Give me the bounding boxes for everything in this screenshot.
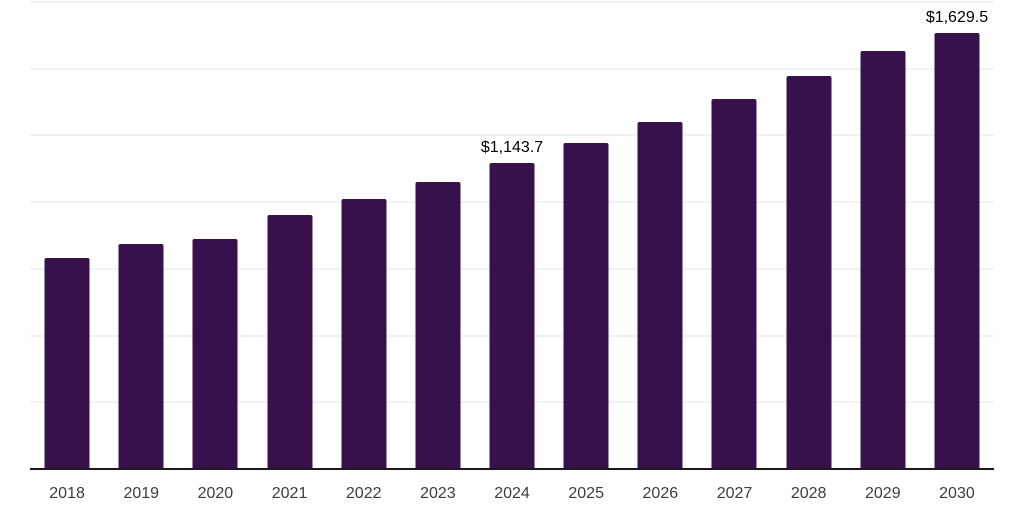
bar-slot: [252, 0, 326, 468]
bar-slot: $1,629.5: [920, 0, 994, 468]
bar-2027: [711, 98, 757, 468]
bar-2030: [934, 33, 980, 468]
x-axis-tick-label: 2027: [716, 485, 753, 502]
bar-2021: [267, 214, 313, 468]
bar-2028: [786, 75, 832, 468]
x-axis-tick-label: 2025: [568, 485, 604, 502]
bar-slot: [549, 0, 623, 468]
x-axis-tick-label: 2020: [197, 485, 234, 502]
x-axis-tick-label: 2024: [494, 485, 530, 502]
bars: $1,143.7 $1,629.5: [30, 0, 994, 468]
bar-2026: [637, 121, 683, 468]
x-axis-tick-label: 2019: [123, 485, 160, 502]
x-axis-tick-label: 2029: [865, 485, 901, 502]
x-axis-tick-label: 2022: [345, 485, 382, 502]
bar-slot: $1,143.7: [475, 0, 549, 468]
bar-slot: [178, 0, 252, 468]
bar-slot: [846, 0, 920, 468]
bar-slot: [772, 0, 846, 468]
data-label-2030: $1,629.5: [925, 9, 989, 27]
x-axis-tick-label: 2018: [49, 485, 85, 502]
gridline: [30, 67, 994, 70]
gridline: [30, 1, 994, 3]
bar-slot: [401, 0, 475, 468]
bar-slot: [697, 0, 771, 468]
bar-slot: [30, 0, 104, 468]
x-axis-tick-label: 2030: [939, 485, 975, 502]
x-axis-tick-label: 2023: [420, 485, 456, 502]
bar-2025: [563, 143, 609, 468]
x-axis-line: [30, 468, 994, 470]
bar-slot: [104, 0, 178, 468]
bar-2019: [118, 243, 164, 468]
plot-area: $1,143.7 $1,629.5: [30, 0, 994, 470]
bar-2023: [415, 181, 461, 468]
bar-2018: [44, 257, 90, 468]
gridline: [30, 134, 994, 137]
bar-2020: [192, 238, 238, 468]
data-label-2024: $1,143.7: [480, 138, 544, 156]
x-axis-tick-labels: 2018 2019 2020 2021 2022 2023 2024 2025 2026 2027…: [30, 479, 994, 509]
bar-2024: [489, 162, 535, 468]
bar-slot: [327, 0, 401, 468]
bar-slot: [623, 0, 697, 468]
x-axis-tick-label: 2028: [790, 485, 827, 502]
x-axis-tick-label: 2021: [271, 485, 308, 502]
bar-2022: [341, 198, 387, 468]
x-axis-tick-label: 2026: [642, 485, 679, 502]
bar-2029: [860, 50, 906, 468]
